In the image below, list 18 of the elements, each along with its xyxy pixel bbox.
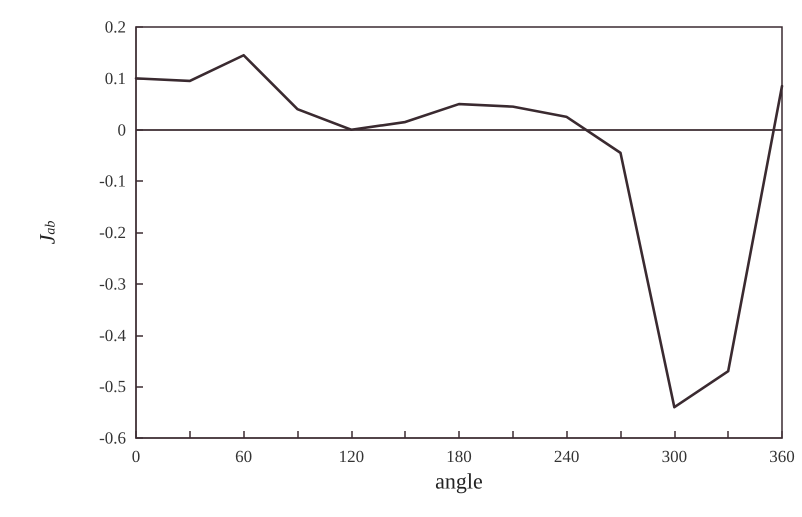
y-tick-label: -0.6	[99, 428, 126, 448]
x-tick-label: 180	[446, 447, 472, 466]
y-tick-label: -0.1	[99, 172, 126, 191]
x-tick-label: 360	[769, 447, 795, 466]
y-tick-label: -0.2	[99, 223, 126, 242]
y-tick-label: 0.2	[104, 18, 126, 36]
y-tick-label: 0.1	[104, 68, 126, 88]
x-tick-label: 300	[662, 447, 688, 466]
y-tick-label: -0.5	[99, 377, 126, 396]
y-tick-label: 0	[118, 120, 126, 140]
y-tick-label: -0.4	[99, 326, 126, 345]
x-tick-label: 0	[132, 447, 140, 466]
x-tick-label: 120	[338, 447, 364, 466]
x-tick-label: 240	[554, 447, 580, 466]
y-tick-label: -0.3	[99, 274, 126, 294]
y-axis-title: Jab	[34, 220, 60, 244]
x-tick-label: 60	[235, 447, 252, 466]
x-axis-title: angle	[435, 468, 483, 494]
